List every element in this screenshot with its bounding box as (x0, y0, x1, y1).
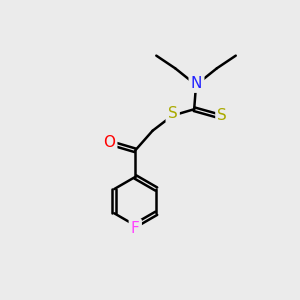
Text: O: O (103, 135, 115, 150)
Text: S: S (168, 106, 178, 121)
Text: F: F (131, 221, 140, 236)
Text: N: N (191, 76, 202, 91)
Text: S: S (218, 108, 227, 123)
